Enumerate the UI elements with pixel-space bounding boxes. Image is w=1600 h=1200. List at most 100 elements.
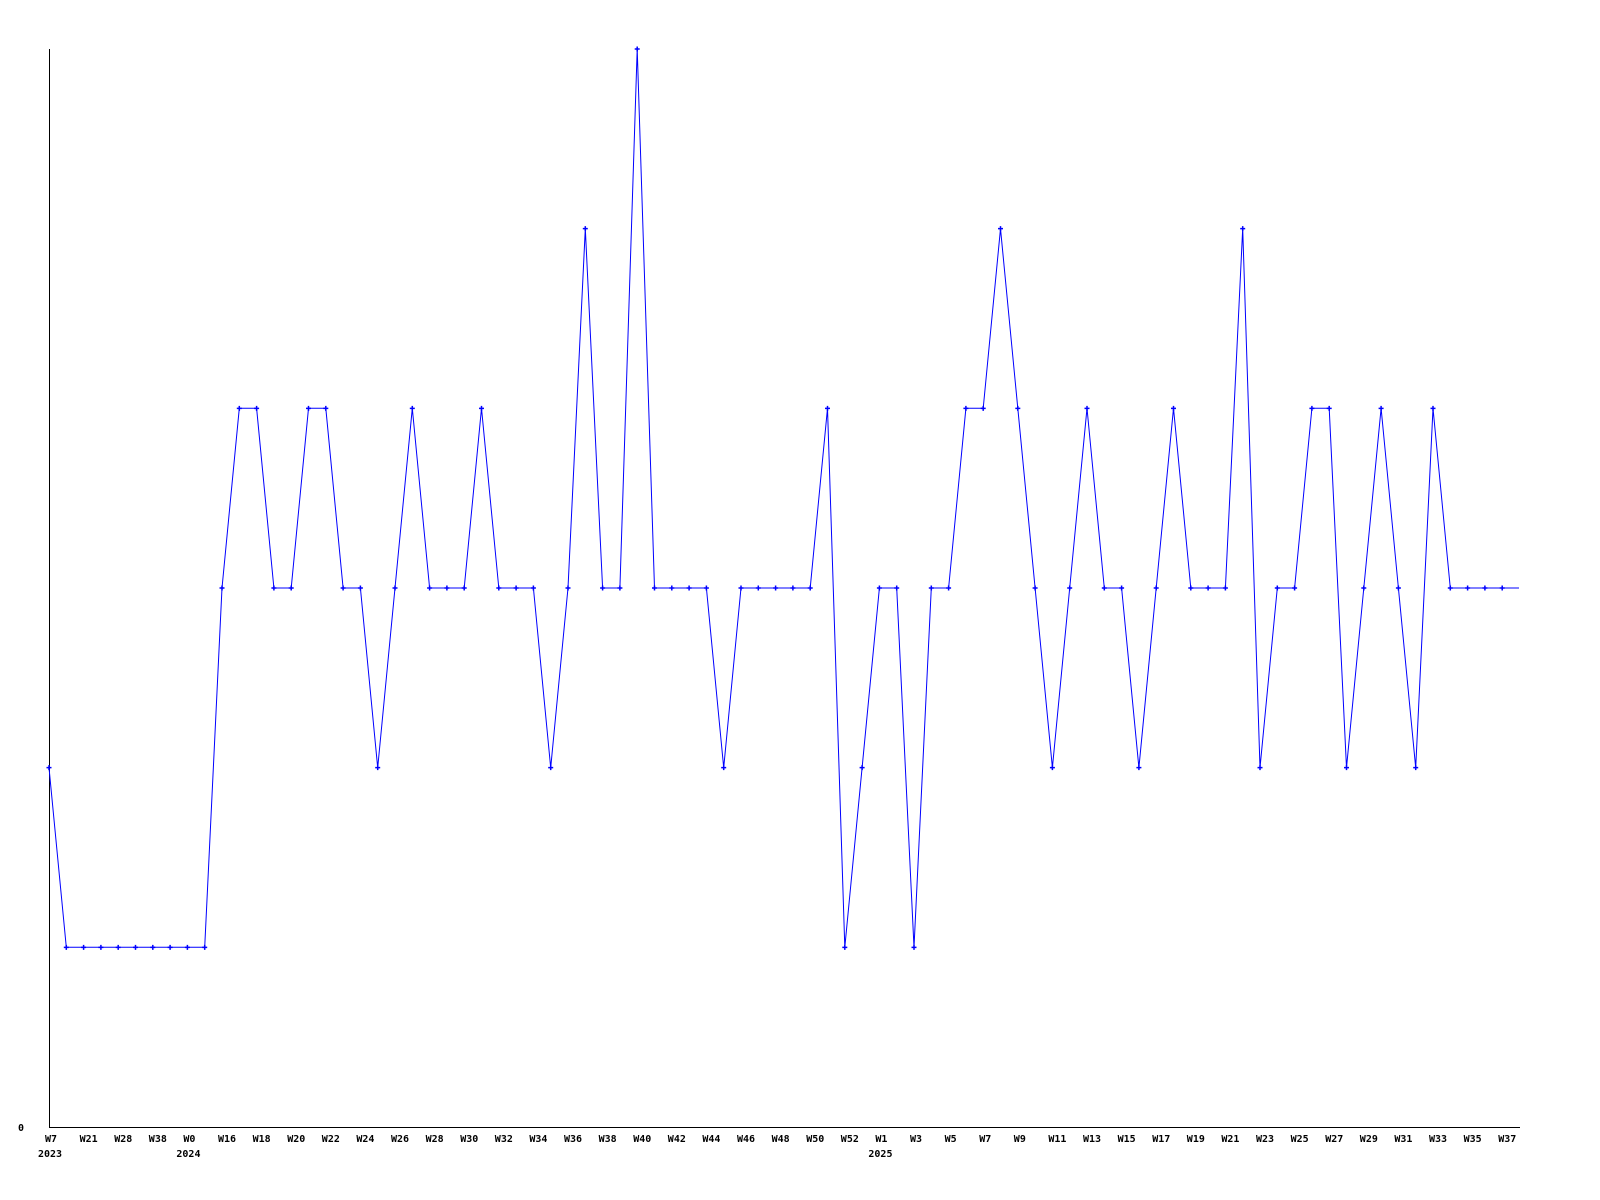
data-point <box>63 944 69 950</box>
data-point <box>634 46 640 52</box>
x-tick-label: W50 <box>806 1134 824 1145</box>
data-point <box>1465 585 1471 591</box>
x-tick-label: W11 <box>1048 1134 1066 1145</box>
x-tick-label: W18 <box>253 1134 271 1145</box>
data-point <box>842 944 848 950</box>
data-point <box>1067 585 1073 591</box>
x-tick-label: W15 <box>1118 1134 1136 1145</box>
x-year-label: 2023 <box>38 1149 62 1160</box>
data-point <box>357 585 363 591</box>
data-point <box>444 585 450 591</box>
x-tick-label: W35 <box>1464 1134 1482 1145</box>
data-point <box>46 765 52 771</box>
x-tick-label: W17 <box>1152 1134 1170 1145</box>
data-point <box>1032 585 1038 591</box>
data-point <box>669 585 675 591</box>
x-tick-label: W7 <box>979 1134 991 1145</box>
data-point <box>133 944 138 950</box>
data-point <box>1171 405 1176 411</box>
x-tick-label: W38 <box>149 1134 167 1145</box>
data-point <box>115 944 121 950</box>
x-tick-label: W28 <box>114 1134 132 1145</box>
x-tick-label: W16 <box>218 1134 236 1145</box>
data-point <box>755 585 761 591</box>
data-point <box>1188 585 1194 591</box>
x-tick-label: W30 <box>460 1134 478 1145</box>
data-point <box>790 585 796 591</box>
data-point <box>1430 405 1436 411</box>
data-point <box>928 585 934 591</box>
x-tick-label: W31 <box>1394 1134 1412 1145</box>
data-point <box>946 585 952 591</box>
data-point <box>202 944 208 950</box>
data-point <box>600 585 606 591</box>
data-point <box>1309 405 1315 411</box>
data-point <box>1222 585 1228 591</box>
data-point <box>703 585 709 591</box>
x-tick-label: W40 <box>633 1134 651 1145</box>
data-point <box>773 585 779 591</box>
data-point <box>1413 765 1419 771</box>
data-point <box>738 585 744 591</box>
data-point <box>980 405 986 411</box>
data-point <box>236 405 242 411</box>
data-point <box>1361 585 1367 591</box>
data-point <box>1136 765 1142 771</box>
data-point <box>721 765 727 771</box>
data-point <box>219 585 225 591</box>
data-point <box>323 405 329 411</box>
data-point <box>530 585 536 591</box>
data-point <box>1395 585 1401 591</box>
data-point <box>392 585 398 591</box>
data-point <box>1257 765 1263 771</box>
data-point <box>1049 765 1055 771</box>
data-point <box>254 405 260 411</box>
data-point <box>825 405 830 411</box>
data-point <box>1326 405 1332 411</box>
data-point <box>1119 585 1125 591</box>
data-point <box>652 585 657 591</box>
x-tick-label: W22 <box>322 1134 340 1145</box>
x-tick-label: W26 <box>391 1134 409 1145</box>
x-tick-label: W23 <box>1256 1134 1274 1145</box>
x-tick-label: W37 <box>1498 1134 1516 1145</box>
data-point <box>1153 585 1159 591</box>
x-tick-label: W3 <box>910 1134 922 1145</box>
data-point <box>1015 405 1021 411</box>
data-point <box>375 765 381 771</box>
x-tick-label: W24 <box>356 1134 374 1145</box>
data-point <box>963 405 969 411</box>
data-point <box>513 585 519 591</box>
x-year-label: 2025 <box>868 1149 892 1160</box>
data-point <box>288 585 294 591</box>
data-point <box>1378 405 1384 411</box>
data-point <box>686 585 692 591</box>
data-point <box>876 585 882 591</box>
data-point <box>548 765 554 771</box>
x-tick-label: W42 <box>668 1134 686 1145</box>
data-point <box>427 585 433 591</box>
x-tick-label: W5 <box>945 1134 957 1145</box>
data-point <box>582 226 588 232</box>
series-line <box>48 48 1519 948</box>
x-year-label: 2024 <box>176 1149 200 1160</box>
data-point <box>98 944 104 950</box>
x-tick-label: W7 <box>45 1134 57 1145</box>
x-tick-label: W44 <box>702 1134 720 1145</box>
x-tick-label: W48 <box>772 1134 790 1145</box>
x-tick-label: W25 <box>1291 1134 1309 1145</box>
data-point <box>150 944 156 950</box>
data-point <box>859 765 865 771</box>
x-tick-label: W9 <box>1014 1134 1026 1145</box>
data-point <box>184 944 190 950</box>
data-point <box>1292 585 1298 591</box>
x-tick-label: W46 <box>737 1134 755 1145</box>
series <box>46 46 1519 950</box>
data-point <box>479 405 484 411</box>
x-tick-label: W20 <box>287 1134 305 1145</box>
data-point <box>1274 585 1280 591</box>
x-tick-labels: W7 W21 W28 W38 W0 W16 W18 W20 W22 W24 W26 W28 W30 W32… <box>38 1134 1516 1160</box>
data-point <box>461 585 467 591</box>
data-point <box>1084 405 1090 411</box>
